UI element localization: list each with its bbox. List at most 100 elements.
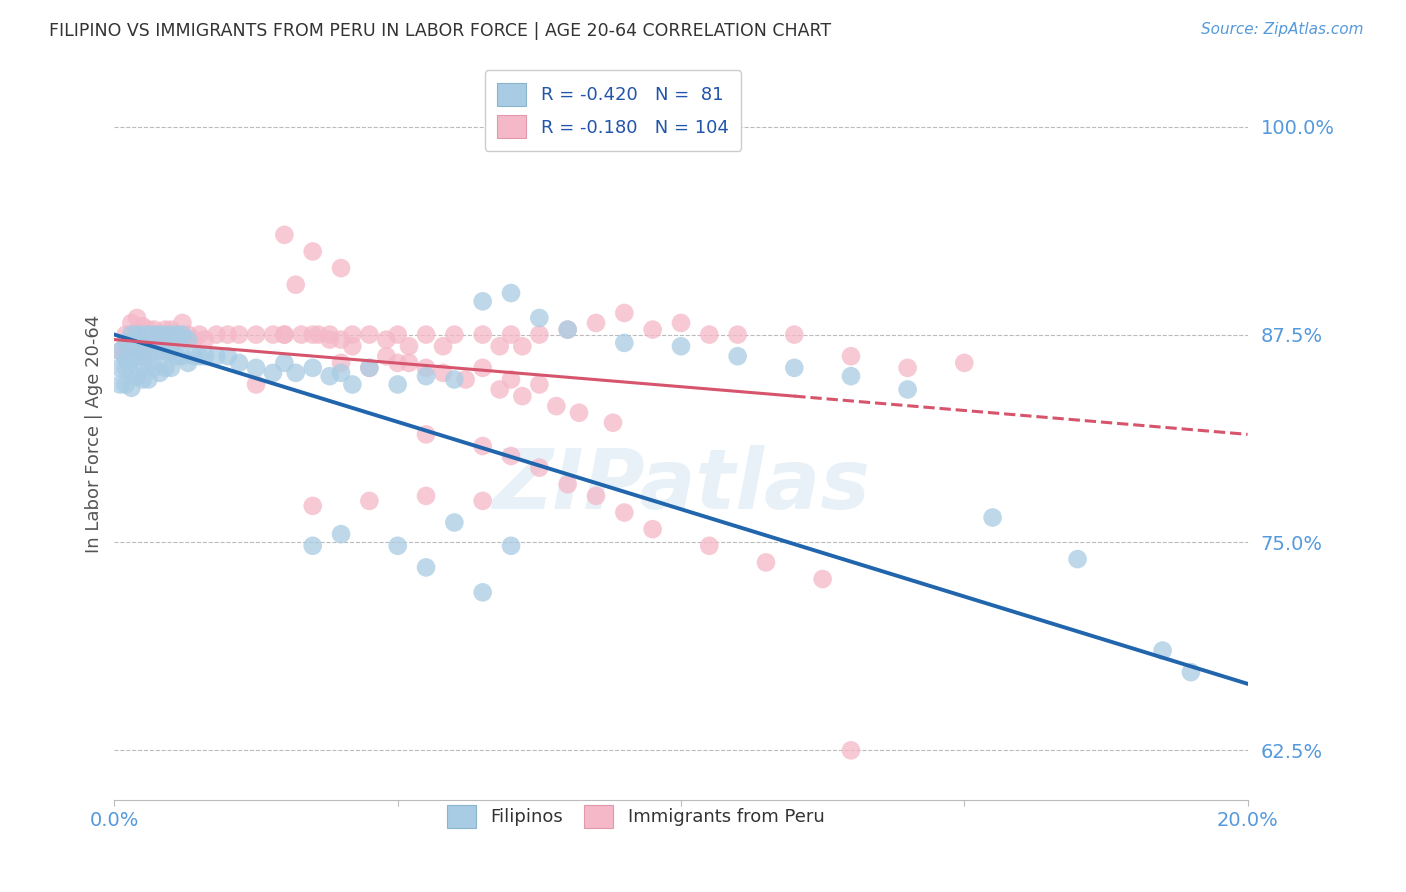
Point (166, 349, 188, 363)
Point (330, 261, 353, 276)
Point (160, 327, 183, 342)
Point (499, 327, 522, 342)
Point (177, 327, 200, 342)
Point (301, 499, 323, 513)
Point (120, 316, 142, 330)
Point (471, 327, 494, 342)
Point (155, 339, 177, 353)
Point (330, 356, 353, 370)
Point (387, 539, 409, 553)
Point (811, 572, 834, 586)
Point (108, 344, 131, 359)
Point (120, 344, 142, 359)
Point (319, 369, 342, 384)
Point (342, 327, 364, 342)
Point (188, 327, 211, 342)
Y-axis label: In Labor Force | Age 20-64: In Labor Force | Age 20-64 (86, 315, 103, 554)
Point (387, 327, 409, 342)
Point (613, 306, 636, 320)
Point (443, 516, 465, 530)
Point (114, 335, 136, 350)
Point (415, 360, 437, 375)
Point (143, 327, 166, 342)
Point (132, 319, 155, 334)
Point (375, 333, 398, 347)
Point (149, 344, 172, 359)
Point (398, 339, 420, 353)
Point (499, 285, 522, 300)
Point (319, 333, 342, 347)
Point (160, 344, 183, 359)
Point (143, 344, 166, 359)
Point (262, 327, 284, 342)
Point (132, 327, 155, 342)
Point (415, 427, 437, 442)
Point (499, 539, 522, 553)
Point (301, 360, 323, 375)
Point (432, 366, 454, 380)
Point (727, 349, 749, 363)
Point (897, 383, 920, 397)
Point (143, 339, 166, 353)
Point (138, 372, 160, 386)
Point (330, 366, 353, 380)
Point (284, 277, 307, 292)
Point (120, 339, 142, 353)
Point (755, 556, 778, 570)
Point (132, 372, 155, 386)
Point (155, 327, 177, 342)
Point (194, 349, 217, 363)
Point (387, 356, 409, 370)
Point (307, 327, 329, 342)
Point (138, 323, 160, 337)
Point (245, 327, 267, 342)
Point (125, 349, 148, 363)
Point (1066, 552, 1088, 566)
Point (839, 369, 862, 384)
Point (194, 333, 217, 347)
Point (273, 327, 295, 342)
Point (398, 356, 420, 370)
Point (897, 360, 920, 375)
Point (262, 366, 284, 380)
Point (557, 323, 579, 337)
Text: ZIPatlas: ZIPatlas (492, 445, 870, 526)
Point (132, 349, 155, 363)
Point (172, 333, 194, 347)
Point (138, 356, 160, 370)
Point (301, 539, 323, 553)
Point (273, 356, 295, 370)
Point (114, 360, 136, 375)
Point (125, 344, 148, 359)
Point (125, 369, 148, 384)
Point (471, 585, 494, 599)
Point (155, 344, 177, 359)
Point (155, 360, 177, 375)
Point (319, 327, 342, 342)
Point (839, 743, 862, 757)
Point (330, 333, 353, 347)
Point (443, 372, 465, 386)
Point (132, 356, 155, 370)
Point (160, 339, 183, 353)
Point (415, 489, 437, 503)
Point (120, 352, 142, 367)
Point (301, 327, 323, 342)
Point (512, 339, 534, 353)
Point (1152, 643, 1174, 657)
Point (149, 327, 172, 342)
Point (432, 339, 454, 353)
Point (602, 416, 624, 430)
Point (205, 327, 228, 342)
Point (783, 360, 806, 375)
Point (245, 377, 267, 392)
Point (546, 399, 568, 413)
Point (108, 344, 131, 359)
Point (143, 360, 166, 375)
Point (471, 494, 494, 508)
Point (217, 327, 239, 342)
Point (454, 372, 477, 386)
Point (155, 323, 177, 337)
Point (697, 327, 720, 342)
Point (125, 339, 148, 353)
